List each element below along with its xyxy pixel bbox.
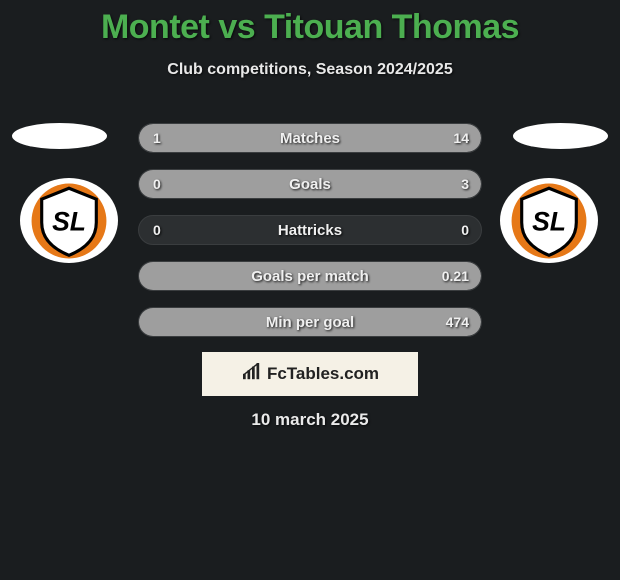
- brand-text: FcTables.com: [267, 364, 379, 384]
- stat-row: Goals per match0.21: [138, 261, 482, 291]
- club-logo-left: SL: [20, 178, 118, 263]
- stat-label: Min per goal: [139, 314, 481, 331]
- stat-label: Goals: [139, 176, 481, 193]
- stat-value-right: 0: [461, 222, 469, 238]
- subtitle: Club competitions, Season 2024/2025: [0, 61, 620, 79]
- club-logo-right: SL: [500, 178, 598, 263]
- stat-value-right: 3: [461, 176, 469, 192]
- stat-value-right: 14: [453, 130, 469, 146]
- date-text: 10 march 2025: [0, 410, 620, 430]
- chart-icon: [241, 363, 263, 386]
- stat-label: Goals per match: [139, 268, 481, 285]
- player-avatar-left: [12, 123, 107, 149]
- stat-label: Matches: [139, 130, 481, 147]
- stat-value-right: 474: [446, 314, 469, 330]
- stat-row: 1Matches14: [138, 123, 482, 153]
- player-avatar-right: [513, 123, 608, 149]
- stat-label: Hattricks: [139, 222, 481, 239]
- stats-container: 1Matches140Goals30Hattricks0Goals per ma…: [138, 123, 482, 353]
- brand-box: FcTables.com: [202, 352, 418, 396]
- svg-text:SL: SL: [532, 206, 566, 236]
- stat-row: 0Hattricks0: [138, 215, 482, 245]
- stat-row: Min per goal474: [138, 307, 482, 337]
- page-title: Montet vs Titouan Thomas: [0, 0, 620, 47]
- stat-row: 0Goals3: [138, 169, 482, 199]
- svg-text:SL: SL: [52, 206, 86, 236]
- stat-value-right: 0.21: [442, 268, 469, 284]
